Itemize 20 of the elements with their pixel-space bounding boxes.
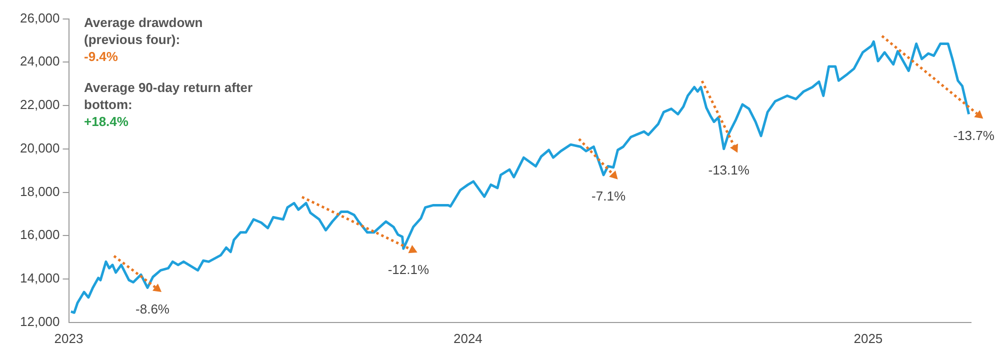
annotation: -7.1% (592, 188, 626, 204)
y-tick-label: 20,000 (20, 140, 60, 156)
annotation: -13.1% (708, 162, 750, 178)
annotation: -8.6% (136, 301, 170, 316)
x-tick-label: 2025 (854, 330, 883, 346)
annotation: -12.1% (388, 262, 430, 278)
y-tick-label: 12,000 (20, 314, 60, 329)
y-tick-label: 16,000 (20, 227, 60, 242)
y-tick-label: 22,000 (20, 97, 60, 112)
y-tick-label: 24,000 (20, 54, 60, 69)
y-tick-label: 14,000 (20, 270, 60, 286)
annotation: Average drawdown (previous four): (84, 14, 204, 48)
y-tick-label: 18,000 (20, 184, 60, 199)
annotation: Average 90-day return after bottom: (84, 79, 254, 113)
annotation: +18.4% (84, 113, 130, 130)
annotation: -9.4% (84, 48, 119, 65)
annotation: -13.7% (953, 128, 995, 143)
y-tick-label: 26,000 (20, 10, 60, 26)
x-tick-label: 2023 (54, 330, 84, 346)
x-tick-label: 2024 (453, 330, 482, 346)
